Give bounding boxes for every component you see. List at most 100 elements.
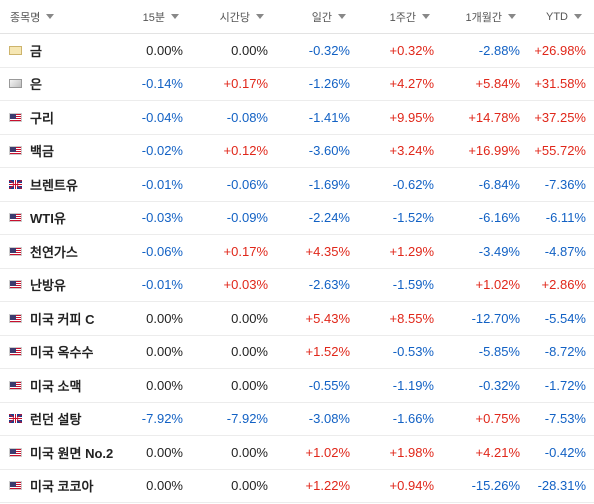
table-row[interactable]: 천연가스 -0.06% +0.17% +4.35% +1.29% -3.49% -4.87% xyxy=(0,235,594,269)
change-15m-cell: -0.01% xyxy=(141,277,183,293)
col-header-daily[interactable]: 일간 xyxy=(278,0,360,33)
table-row[interactable]: 은 -0.14% +0.17% -1.26% +4.27% +5.84% +31.58% xyxy=(0,68,594,101)
instrument-name-link[interactable]: 은 xyxy=(30,77,42,93)
row-name-cell: 런던 설탕 xyxy=(0,409,113,428)
change-weekly-cell: +8.55% xyxy=(389,310,434,326)
change-hourly-cell: 0.00% xyxy=(231,42,268,58)
instrument-name-link[interactable]: 미국 원면 No.2 xyxy=(30,445,114,461)
table-row[interactable]: 미국 원면 No.2 0.00% 0.00% +1.02% +1.98% +4.21% -0… xyxy=(0,436,594,470)
col-header-daily-label: 일간 xyxy=(311,11,332,24)
change-weekly-cell: +0.94% xyxy=(389,478,434,494)
silver-flag-icon xyxy=(9,79,22,89)
table-body: 금 0.00% 0.00% -0.32% +0.32% -2.88% +26.98% 은 -0.… xyxy=(0,34,594,503)
change-hourly-cell: +0.03% xyxy=(223,277,268,293)
change-monthly-cell: -3.49% xyxy=(478,243,520,259)
table-row[interactable]: 런던 설탕 -7.92% -7.92% -3.08% -1.66% +0.75% -7.53… xyxy=(0,403,594,436)
change-daily-cell: -3.08% xyxy=(308,411,350,427)
col-header-15m-label: 15분 xyxy=(142,11,165,24)
col-header-hourly[interactable]: 시간당 xyxy=(193,0,278,33)
change-monthly-cell: -5.85% xyxy=(478,344,520,360)
sort-caret-icon xyxy=(171,14,179,19)
change-ytd-cell: -4.87% xyxy=(544,243,586,259)
col-header-15m[interactable]: 15분 xyxy=(113,0,193,33)
change-ytd-cell: -7.53% xyxy=(544,411,586,427)
change-weekly-cell: +0.32% xyxy=(389,42,434,58)
table-row[interactable]: 백금 -0.02% +0.12% -3.60% +3.24% +16.99% +55.72% xyxy=(0,135,594,168)
instrument-name-link[interactable]: 브렌트유 xyxy=(30,177,78,193)
table-row[interactable]: 난방유 -0.01% +0.03% -2.63% -1.59% +1.02% +2.86% xyxy=(0,269,594,302)
table-row[interactable]: 구리 -0.04% -0.08% -1.41% +9.95% +14.78% +37.25% xyxy=(0,101,594,135)
change-15m-cell: -0.03% xyxy=(141,210,183,226)
change-ytd-cell: -8.72% xyxy=(544,344,586,360)
col-header-name[interactable]: 종목명 xyxy=(0,0,113,33)
instrument-name-link[interactable]: 금 xyxy=(30,43,42,59)
change-daily-cell: +5.43% xyxy=(305,310,350,326)
change-ytd-cell: +37.25% xyxy=(534,109,586,125)
change-weekly-cell: -0.53% xyxy=(392,344,434,360)
table-row[interactable]: WTI유 -0.03% -0.09% -2.24% -1.52% -6.16% -6.11% xyxy=(0,202,594,235)
sort-caret-icon xyxy=(508,14,516,19)
table-header: 종목명 15분 시간당 일간 1주간 1개월간 YTD xyxy=(0,0,594,34)
change-15m-cell: -0.01% xyxy=(141,176,183,192)
table-row[interactable]: 미국 코코아 0.00% 0.00% +1.22% +0.94% -15.26% -28.3… xyxy=(0,470,594,503)
us-flag-icon xyxy=(9,481,22,491)
change-daily-cell: +1.02% xyxy=(305,444,350,460)
col-header-weekly[interactable]: 1주간 xyxy=(360,0,444,33)
instrument-name-link[interactable]: 구리 xyxy=(30,110,54,126)
table-row[interactable]: 미국 커피 C 0.00% 0.00% +5.43% +8.55% -12.70% -5.5… xyxy=(0,302,594,336)
change-monthly-cell: -12.70% xyxy=(471,310,520,326)
change-weekly-cell: +1.29% xyxy=(389,243,434,259)
change-weekly-cell: +9.95% xyxy=(389,109,434,125)
change-hourly-cell: -0.09% xyxy=(226,210,268,226)
instrument-name-link[interactable]: 미국 커피 C xyxy=(30,311,95,327)
table-row[interactable]: 미국 소맥 0.00% 0.00% -0.55% -1.19% -0.32% -1.72% xyxy=(0,369,594,403)
us-flag-icon xyxy=(9,246,22,256)
instrument-name-link[interactable]: 백금 xyxy=(30,144,54,160)
change-weekly-cell: -1.66% xyxy=(392,411,434,427)
change-weekly-cell: -1.19% xyxy=(392,377,434,393)
us-flag-icon xyxy=(9,112,22,122)
change-hourly-cell: 0.00% xyxy=(231,310,268,326)
instrument-name-link[interactable]: WTI유 xyxy=(30,211,66,227)
us-flag-icon xyxy=(9,280,22,290)
row-name-cell: 미국 코코아 xyxy=(0,476,113,495)
change-daily-cell: -1.69% xyxy=(308,176,350,192)
change-ytd-cell: -5.54% xyxy=(544,310,586,326)
instrument-name-link[interactable]: 천연가스 xyxy=(30,244,78,260)
change-weekly-cell: -1.52% xyxy=(392,210,434,226)
table-row[interactable]: 금 0.00% 0.00% -0.32% +0.32% -2.88% +26.98% xyxy=(0,34,594,68)
change-hourly-cell: +0.12% xyxy=(223,143,268,159)
change-weekly-cell: +3.24% xyxy=(389,143,434,159)
change-monthly-cell: -6.84% xyxy=(478,176,520,192)
instrument-name-link[interactable]: 난방유 xyxy=(30,278,66,294)
instrument-name-link[interactable]: 미국 소맥 xyxy=(30,378,82,394)
change-ytd-cell: -28.31% xyxy=(537,478,586,494)
sort-caret-icon xyxy=(338,14,346,19)
change-daily-cell: -1.41% xyxy=(308,109,350,125)
change-daily-cell: -1.26% xyxy=(308,76,350,92)
us-flag-icon xyxy=(9,146,22,156)
row-name-cell: 난방유 xyxy=(0,275,113,294)
change-daily-cell: -3.60% xyxy=(308,143,350,159)
col-header-weekly-label: 1주간 xyxy=(389,11,416,24)
change-15m-cell: -0.02% xyxy=(141,143,183,159)
col-header-monthly[interactable]: 1개월간 xyxy=(444,0,530,33)
instrument-name-link[interactable]: 런던 설탕 xyxy=(30,412,82,428)
change-daily-cell: +1.52% xyxy=(305,344,350,360)
change-monthly-cell: -15.26% xyxy=(471,478,520,494)
change-15m-cell: -0.04% xyxy=(141,109,183,125)
change-monthly-cell: -6.16% xyxy=(478,210,520,226)
us-flag-icon xyxy=(9,447,22,457)
table-row[interactable]: 미국 옥수수 0.00% 0.00% +1.52% -0.53% -5.85% -8.72% xyxy=(0,336,594,369)
instrument-name-link[interactable]: 미국 옥수수 xyxy=(30,345,94,361)
instrument-name-link[interactable]: 미국 코코아 xyxy=(30,479,94,495)
change-ytd-cell: +26.98% xyxy=(534,42,586,58)
col-header-ytd-label: YTD xyxy=(546,10,568,23)
sort-caret-icon xyxy=(422,14,430,19)
col-header-ytd[interactable]: YTD xyxy=(530,0,594,33)
table-row[interactable]: 브렌트유 -0.01% -0.06% -1.69% -0.62% -6.84% -7.36% xyxy=(0,168,594,202)
change-monthly-cell: -2.88% xyxy=(478,42,520,58)
change-monthly-cell: +14.78% xyxy=(468,109,520,125)
us-flag-icon xyxy=(9,380,22,390)
